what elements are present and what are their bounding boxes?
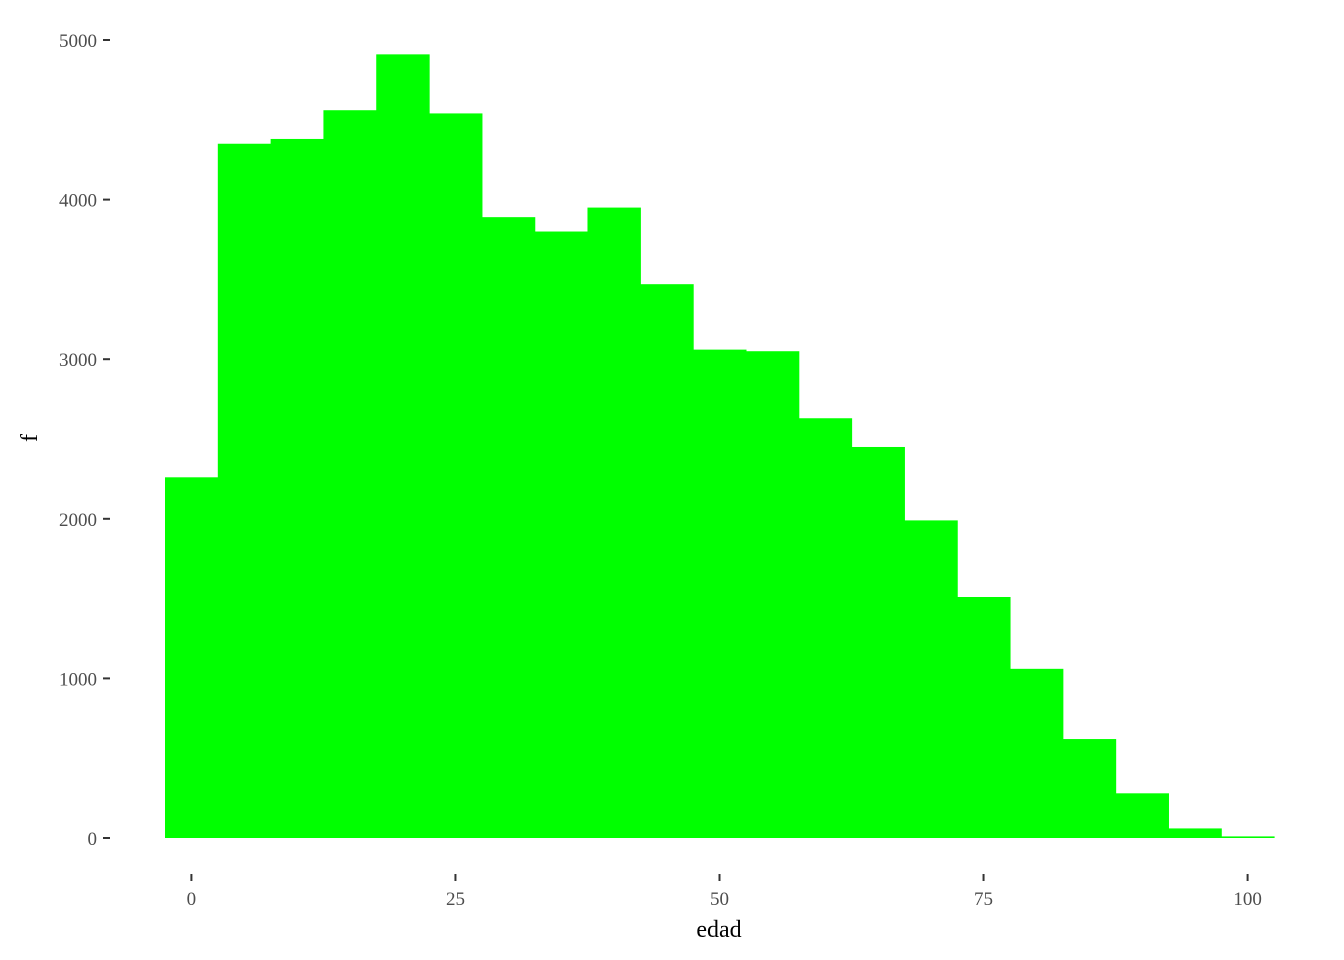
histogram-bar <box>587 207 641 838</box>
histogram-bar <box>1062 739 1117 838</box>
y-axis-title: f <box>17 434 43 442</box>
y-tick-label: 2000 <box>59 510 97 531</box>
histogram-bar <box>851 446 905 838</box>
histogram-bar <box>904 520 958 838</box>
histogram-bar <box>1009 668 1064 838</box>
histogram-bar <box>1168 828 1222 838</box>
histogram-bar <box>534 231 589 838</box>
x-tick-label: 25 <box>446 889 465 910</box>
x-tick-label: 0 <box>187 889 197 910</box>
y-axis: 0 1000 2000 3000 4000 5000 <box>59 31 110 850</box>
x-tick-label: 75 <box>974 889 993 910</box>
histogram-bar <box>745 351 800 838</box>
histogram-bar <box>798 418 853 838</box>
histogram-bar <box>217 143 272 839</box>
histogram-bar <box>1115 793 1169 838</box>
x-tick-label: 50 <box>710 889 729 910</box>
histogram-bar <box>165 477 219 838</box>
histogram-bar <box>957 597 1011 838</box>
histogram-bar <box>376 54 430 838</box>
histogram-bar <box>1221 836 1275 838</box>
histogram-bar <box>323 110 377 838</box>
histogram-bar <box>693 349 747 838</box>
histogram-bar <box>481 217 536 838</box>
histogram-bar <box>270 138 325 838</box>
x-axis: 0 25 50 75 100 <box>187 874 1262 910</box>
y-tick-label: 4000 <box>59 191 97 212</box>
histogram-bar <box>640 284 694 838</box>
histogram-bars <box>165 54 1275 839</box>
y-tick-label: 0 <box>88 829 98 850</box>
x-tick-label: 100 <box>1233 889 1262 910</box>
y-tick-label: 1000 <box>59 669 97 690</box>
y-tick-label: 3000 <box>59 350 97 371</box>
y-tick-label: 5000 <box>59 31 97 52</box>
x-axis-title: edad <box>696 917 741 943</box>
histogram-bar <box>429 113 483 838</box>
